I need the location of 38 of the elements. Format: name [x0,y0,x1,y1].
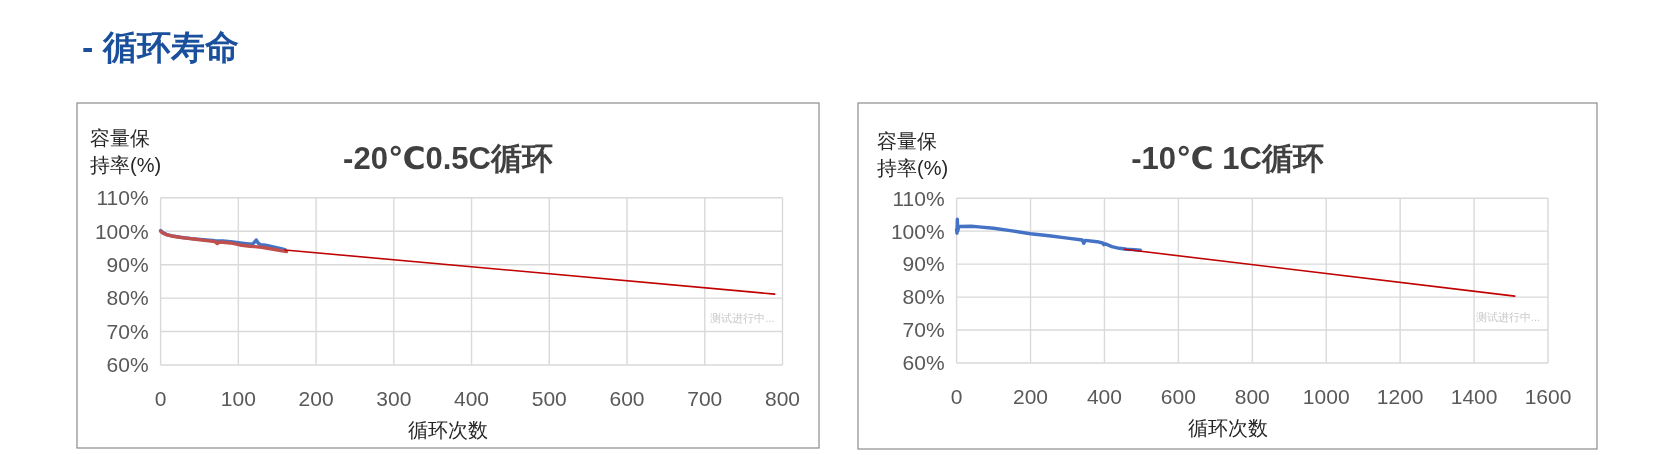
x-axis-title: 循环次数 [408,419,488,441]
y-tick-label: 90% [902,252,945,276]
text: - 循环寿命 [82,28,239,66]
x-tick-label: 800 [1234,385,1270,408]
y-tick-label: 70% [902,318,945,342]
y-tick-label: 80% [902,285,945,309]
y-tick-label: 100% [94,219,149,243]
x-tick-label: 0 [154,387,167,410]
x-tick-label: 800 [764,387,801,410]
y-tick-label: 110% [892,186,945,210]
x-tick-label: 1600 [1524,385,1572,408]
x-tick-label: 1000 [1302,385,1350,408]
x-tick-label: 400 [1086,385,1122,408]
y-tick-label: 110% [96,186,149,210]
x-tick-label: 100 [220,387,256,410]
x-tick-label: 300 [376,387,412,410]
x-tick-label: 600 [609,387,645,410]
x-tick-label: 500 [531,387,567,410]
x-tick-label: 200 [1013,385,1049,408]
x-tick-label: 600 [1160,385,1196,408]
y-tick-label: 90% [106,253,149,277]
x-tick-label: 0 [950,385,963,408]
y-axis-title: 容量保持率(%) [877,130,949,179]
y-tick-label: 80% [106,286,149,310]
y-tick-label: 60% [902,351,945,375]
x-tick-label: 700 [687,387,723,410]
chart-title: -10℃ 1C循环 [1131,141,1324,176]
line-series [954,217,1142,252]
x-tick-label: 400 [454,387,490,410]
x-tick-label: 1400 [1450,385,1498,408]
y-tick-label: 70% [106,319,149,343]
y-tick-label: 60% [106,353,149,377]
chart-title: -20℃0.5C循环 [343,141,553,176]
x-tick-label: 1200 [1376,385,1424,408]
x-axis-title: 循环次数 [1187,417,1268,439]
x-tick-label: 200 [298,387,334,410]
y-tick-label: 100% [890,219,945,243]
y-axis-title: 容量保持率(%) [90,127,162,176]
